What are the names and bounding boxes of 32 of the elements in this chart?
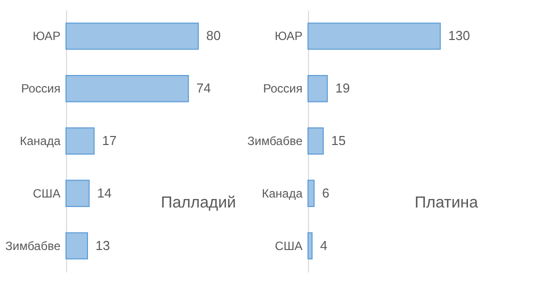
data-label: 17 (102, 133, 117, 148)
text: Палладий (160, 194, 236, 212)
bar (66, 127, 95, 155)
data-label: 4 (320, 238, 328, 253)
data-label: 13 (96, 238, 110, 253)
y-tick-label: Зимбабве (247, 134, 303, 148)
bar (308, 180, 315, 207)
y-tick-label: ЮАР (274, 29, 302, 44)
y-tick-label: Зимбабве (5, 238, 61, 253)
y-tick-label: Россия (263, 82, 302, 96)
y-tick-label: Канада (262, 186, 303, 200)
y-tick-label: США (274, 238, 302, 253)
bar (308, 127, 324, 155)
bar (66, 22, 199, 50)
bar (308, 75, 328, 102)
data-label: 15 (331, 133, 346, 148)
bar (66, 180, 90, 207)
data-label: 14 (97, 185, 112, 200)
data-label: 130 (448, 28, 470, 44)
bar (66, 75, 189, 102)
y-tick-label: Канада (20, 134, 61, 148)
y-tick-label: Россия (21, 82, 60, 96)
data-label: 19 (335, 80, 350, 96)
y-tick-label: ЮАР (32, 29, 60, 44)
text: Платина (414, 194, 478, 212)
bar (66, 232, 88, 260)
data-label: 6 (322, 185, 330, 200)
bar (308, 22, 441, 50)
bar (308, 232, 313, 260)
y-tick-label: США (32, 186, 60, 200)
data-label: 74 (196, 80, 211, 96)
data-label: 80 (206, 28, 221, 44)
